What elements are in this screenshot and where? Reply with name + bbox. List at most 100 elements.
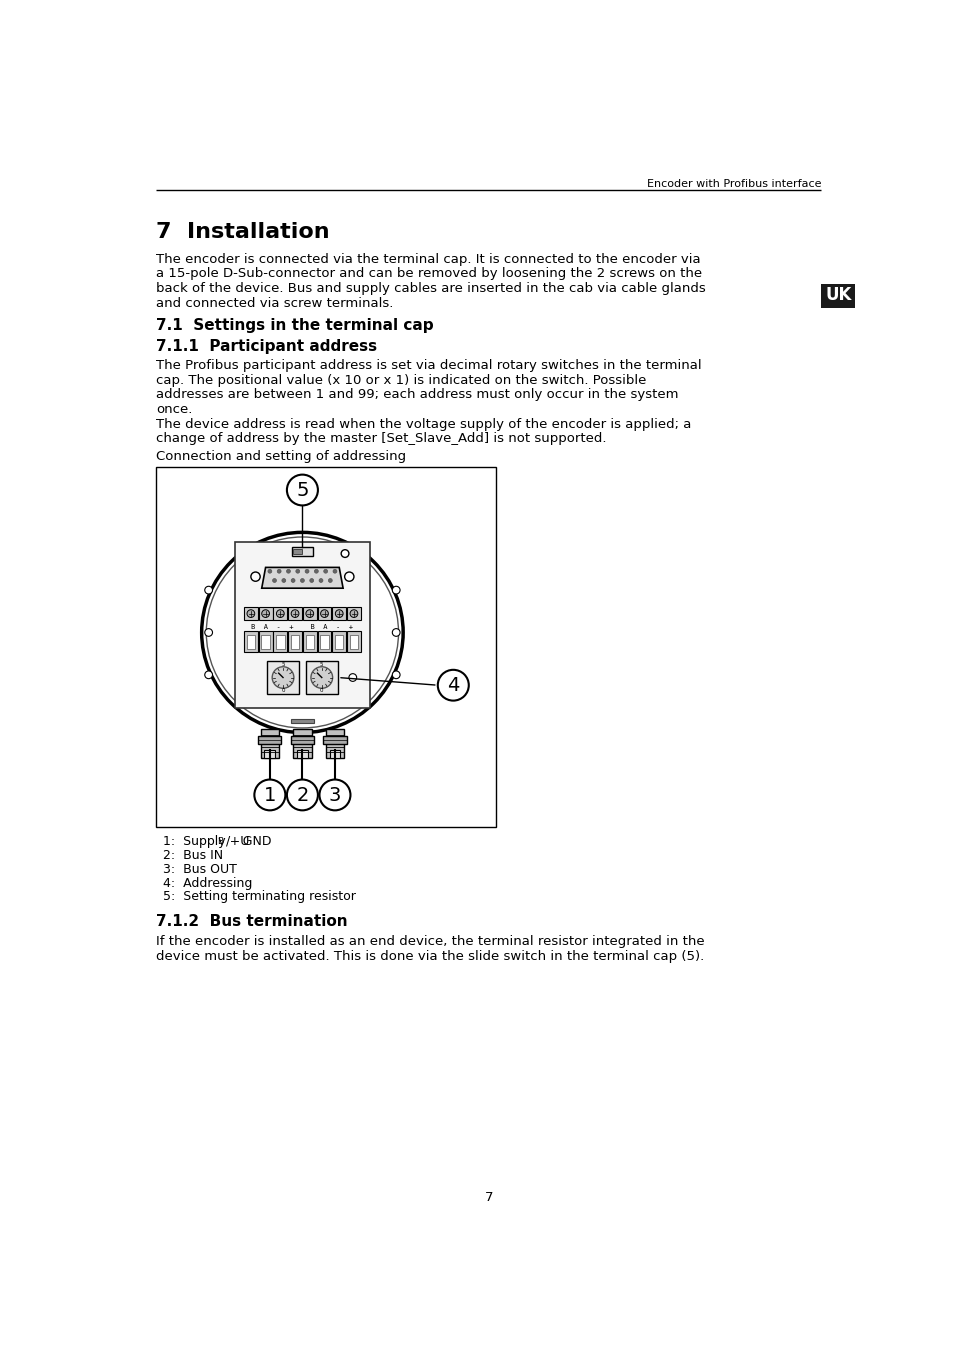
Circle shape	[277, 570, 281, 574]
Circle shape	[291, 610, 298, 617]
Circle shape	[311, 667, 333, 688]
Circle shape	[281, 579, 286, 582]
Bar	[234, 541, 370, 707]
Bar	[293, 549, 302, 555]
Bar	[288, 630, 302, 652]
Circle shape	[344, 572, 354, 582]
Bar	[275, 634, 284, 649]
Circle shape	[287, 779, 317, 810]
Text: change of address by the master [Set_Slave_Add] is not supported.: change of address by the master [Set_Sla…	[156, 432, 606, 446]
Bar	[261, 634, 270, 649]
Bar	[320, 634, 329, 649]
Bar	[305, 634, 314, 649]
Bar	[258, 630, 273, 652]
Bar	[292, 547, 313, 556]
Circle shape	[247, 610, 254, 617]
Text: Encoder with Profibus interface: Encoder with Profibus interface	[646, 180, 821, 189]
Circle shape	[291, 579, 294, 582]
Bar	[291, 718, 314, 724]
Text: 7.1.2  Bus termination: 7.1.2 Bus termination	[156, 914, 348, 929]
Text: 5: 5	[295, 482, 309, 501]
Circle shape	[268, 570, 272, 574]
Text: 7.1.1  Participant address: 7.1.1 Participant address	[156, 339, 377, 354]
Bar	[296, 751, 308, 757]
Text: 4: 4	[447, 676, 459, 695]
Bar	[260, 729, 279, 757]
Circle shape	[295, 570, 299, 574]
Bar	[329, 751, 340, 757]
Circle shape	[328, 579, 332, 582]
Text: 0: 0	[319, 688, 323, 693]
Text: 2: 2	[296, 786, 308, 805]
Circle shape	[205, 586, 213, 594]
Circle shape	[300, 579, 304, 582]
Text: The encoder is connected via the terminal cap. It is connected to the encoder vi: The encoder is connected via the termina…	[156, 252, 700, 266]
Text: 1: 1	[263, 786, 275, 805]
Circle shape	[318, 579, 323, 582]
Circle shape	[205, 629, 213, 636]
Bar	[347, 630, 360, 652]
Text: UK: UK	[824, 286, 851, 304]
Circle shape	[314, 570, 318, 574]
Bar	[317, 630, 331, 652]
Circle shape	[392, 586, 399, 594]
Circle shape	[287, 475, 317, 505]
Circle shape	[206, 537, 398, 728]
Text: 0: 0	[281, 688, 285, 693]
Circle shape	[392, 629, 399, 636]
Circle shape	[305, 570, 309, 574]
Circle shape	[306, 610, 314, 617]
Text: a 15-pole D-Sub-connector and can be removed by loosening the 2 screws on the: a 15-pole D-Sub-connector and can be rem…	[156, 267, 701, 281]
Circle shape	[272, 667, 294, 688]
Circle shape	[273, 579, 276, 582]
Circle shape	[335, 610, 343, 617]
Bar	[325, 729, 344, 757]
Bar	[302, 608, 316, 620]
Circle shape	[276, 610, 284, 617]
Text: 1:  Supply +U: 1: Supply +U	[162, 836, 249, 848]
Bar	[302, 630, 316, 652]
Text: back of the device. Bus and supply cables are inserted in the cab via cable glan: back of the device. Bus and supply cable…	[156, 282, 705, 296]
Text: 4:  Addressing: 4: Addressing	[162, 876, 252, 890]
Bar	[305, 662, 337, 694]
Bar	[264, 751, 275, 757]
Circle shape	[319, 779, 350, 810]
Text: 5: 5	[319, 662, 323, 667]
Text: B  A  -  +    B  A  -  +: B A - + B A - +	[252, 624, 353, 629]
Text: 5:  Setting terminating resistor: 5: Setting terminating resistor	[162, 891, 355, 903]
Bar	[821, 284, 855, 308]
Circle shape	[349, 674, 356, 682]
Circle shape	[251, 572, 260, 582]
Text: 7: 7	[484, 1191, 493, 1204]
Circle shape	[205, 671, 213, 679]
Circle shape	[333, 570, 336, 574]
Text: cap. The positional value (x 10 or x 1) is indicated on the switch. Possible: cap. The positional value (x 10 or x 1) …	[156, 374, 646, 386]
Text: The device address is read when the voltage supply of the encoder is applied; a: The device address is read when the volt…	[156, 417, 691, 431]
Bar	[291, 736, 314, 744]
Text: B: B	[217, 837, 223, 846]
Circle shape	[350, 610, 357, 617]
Circle shape	[286, 570, 290, 574]
Text: / - GND: / - GND	[221, 836, 271, 848]
Text: 2:  Bus IN: 2: Bus IN	[162, 849, 223, 861]
Circle shape	[437, 670, 468, 701]
Circle shape	[341, 549, 349, 558]
Bar	[156, 467, 496, 828]
Polygon shape	[261, 567, 343, 589]
Bar	[332, 630, 346, 652]
Text: 3: 3	[329, 786, 341, 805]
Bar	[274, 608, 287, 620]
Bar	[291, 634, 299, 649]
Bar	[274, 630, 287, 652]
Circle shape	[323, 570, 327, 574]
Bar	[347, 608, 360, 620]
Circle shape	[201, 532, 403, 733]
Text: 7.1  Settings in the terminal cap: 7.1 Settings in the terminal cap	[156, 317, 434, 332]
Circle shape	[392, 671, 399, 679]
Circle shape	[261, 610, 269, 617]
Bar	[258, 608, 273, 620]
Text: 5: 5	[281, 662, 285, 667]
Bar	[267, 662, 299, 694]
Bar	[317, 608, 331, 620]
Text: Connection and setting of addressing: Connection and setting of addressing	[156, 450, 406, 463]
